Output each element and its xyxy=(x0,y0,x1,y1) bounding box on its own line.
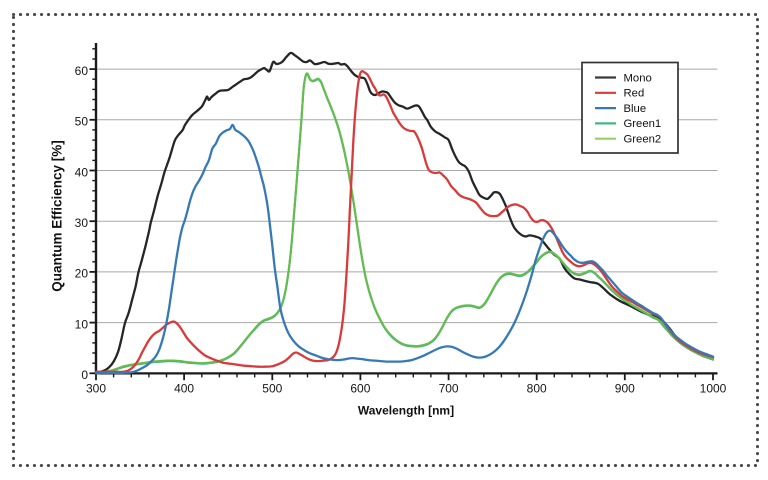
svg-text:1000: 1000 xyxy=(700,381,727,395)
svg-text:30: 30 xyxy=(75,216,89,230)
svg-text:10: 10 xyxy=(75,317,89,331)
svg-text:Green2: Green2 xyxy=(624,134,662,146)
svg-text:Green1: Green1 xyxy=(624,118,662,130)
svg-text:900: 900 xyxy=(615,381,635,395)
svg-text:60: 60 xyxy=(75,64,89,78)
svg-text:300: 300 xyxy=(86,381,106,395)
svg-text:Red: Red xyxy=(624,88,645,100)
svg-text:40: 40 xyxy=(75,165,89,179)
svg-text:20: 20 xyxy=(75,267,89,281)
svg-text:800: 800 xyxy=(527,381,547,395)
svg-text:Wavelength [nm]: Wavelength [nm] xyxy=(358,404,454,418)
svg-text:50: 50 xyxy=(75,115,89,129)
svg-text:Blue: Blue xyxy=(624,103,647,115)
svg-text:Mono: Mono xyxy=(624,72,652,84)
svg-text:400: 400 xyxy=(174,381,194,395)
svg-text:Quantum Efficiency [%]: Quantum Efficiency [%] xyxy=(50,140,65,292)
svg-text:500: 500 xyxy=(262,381,282,395)
svg-text:700: 700 xyxy=(439,381,459,395)
svg-text:600: 600 xyxy=(350,381,370,395)
svg-text:0: 0 xyxy=(81,368,88,382)
